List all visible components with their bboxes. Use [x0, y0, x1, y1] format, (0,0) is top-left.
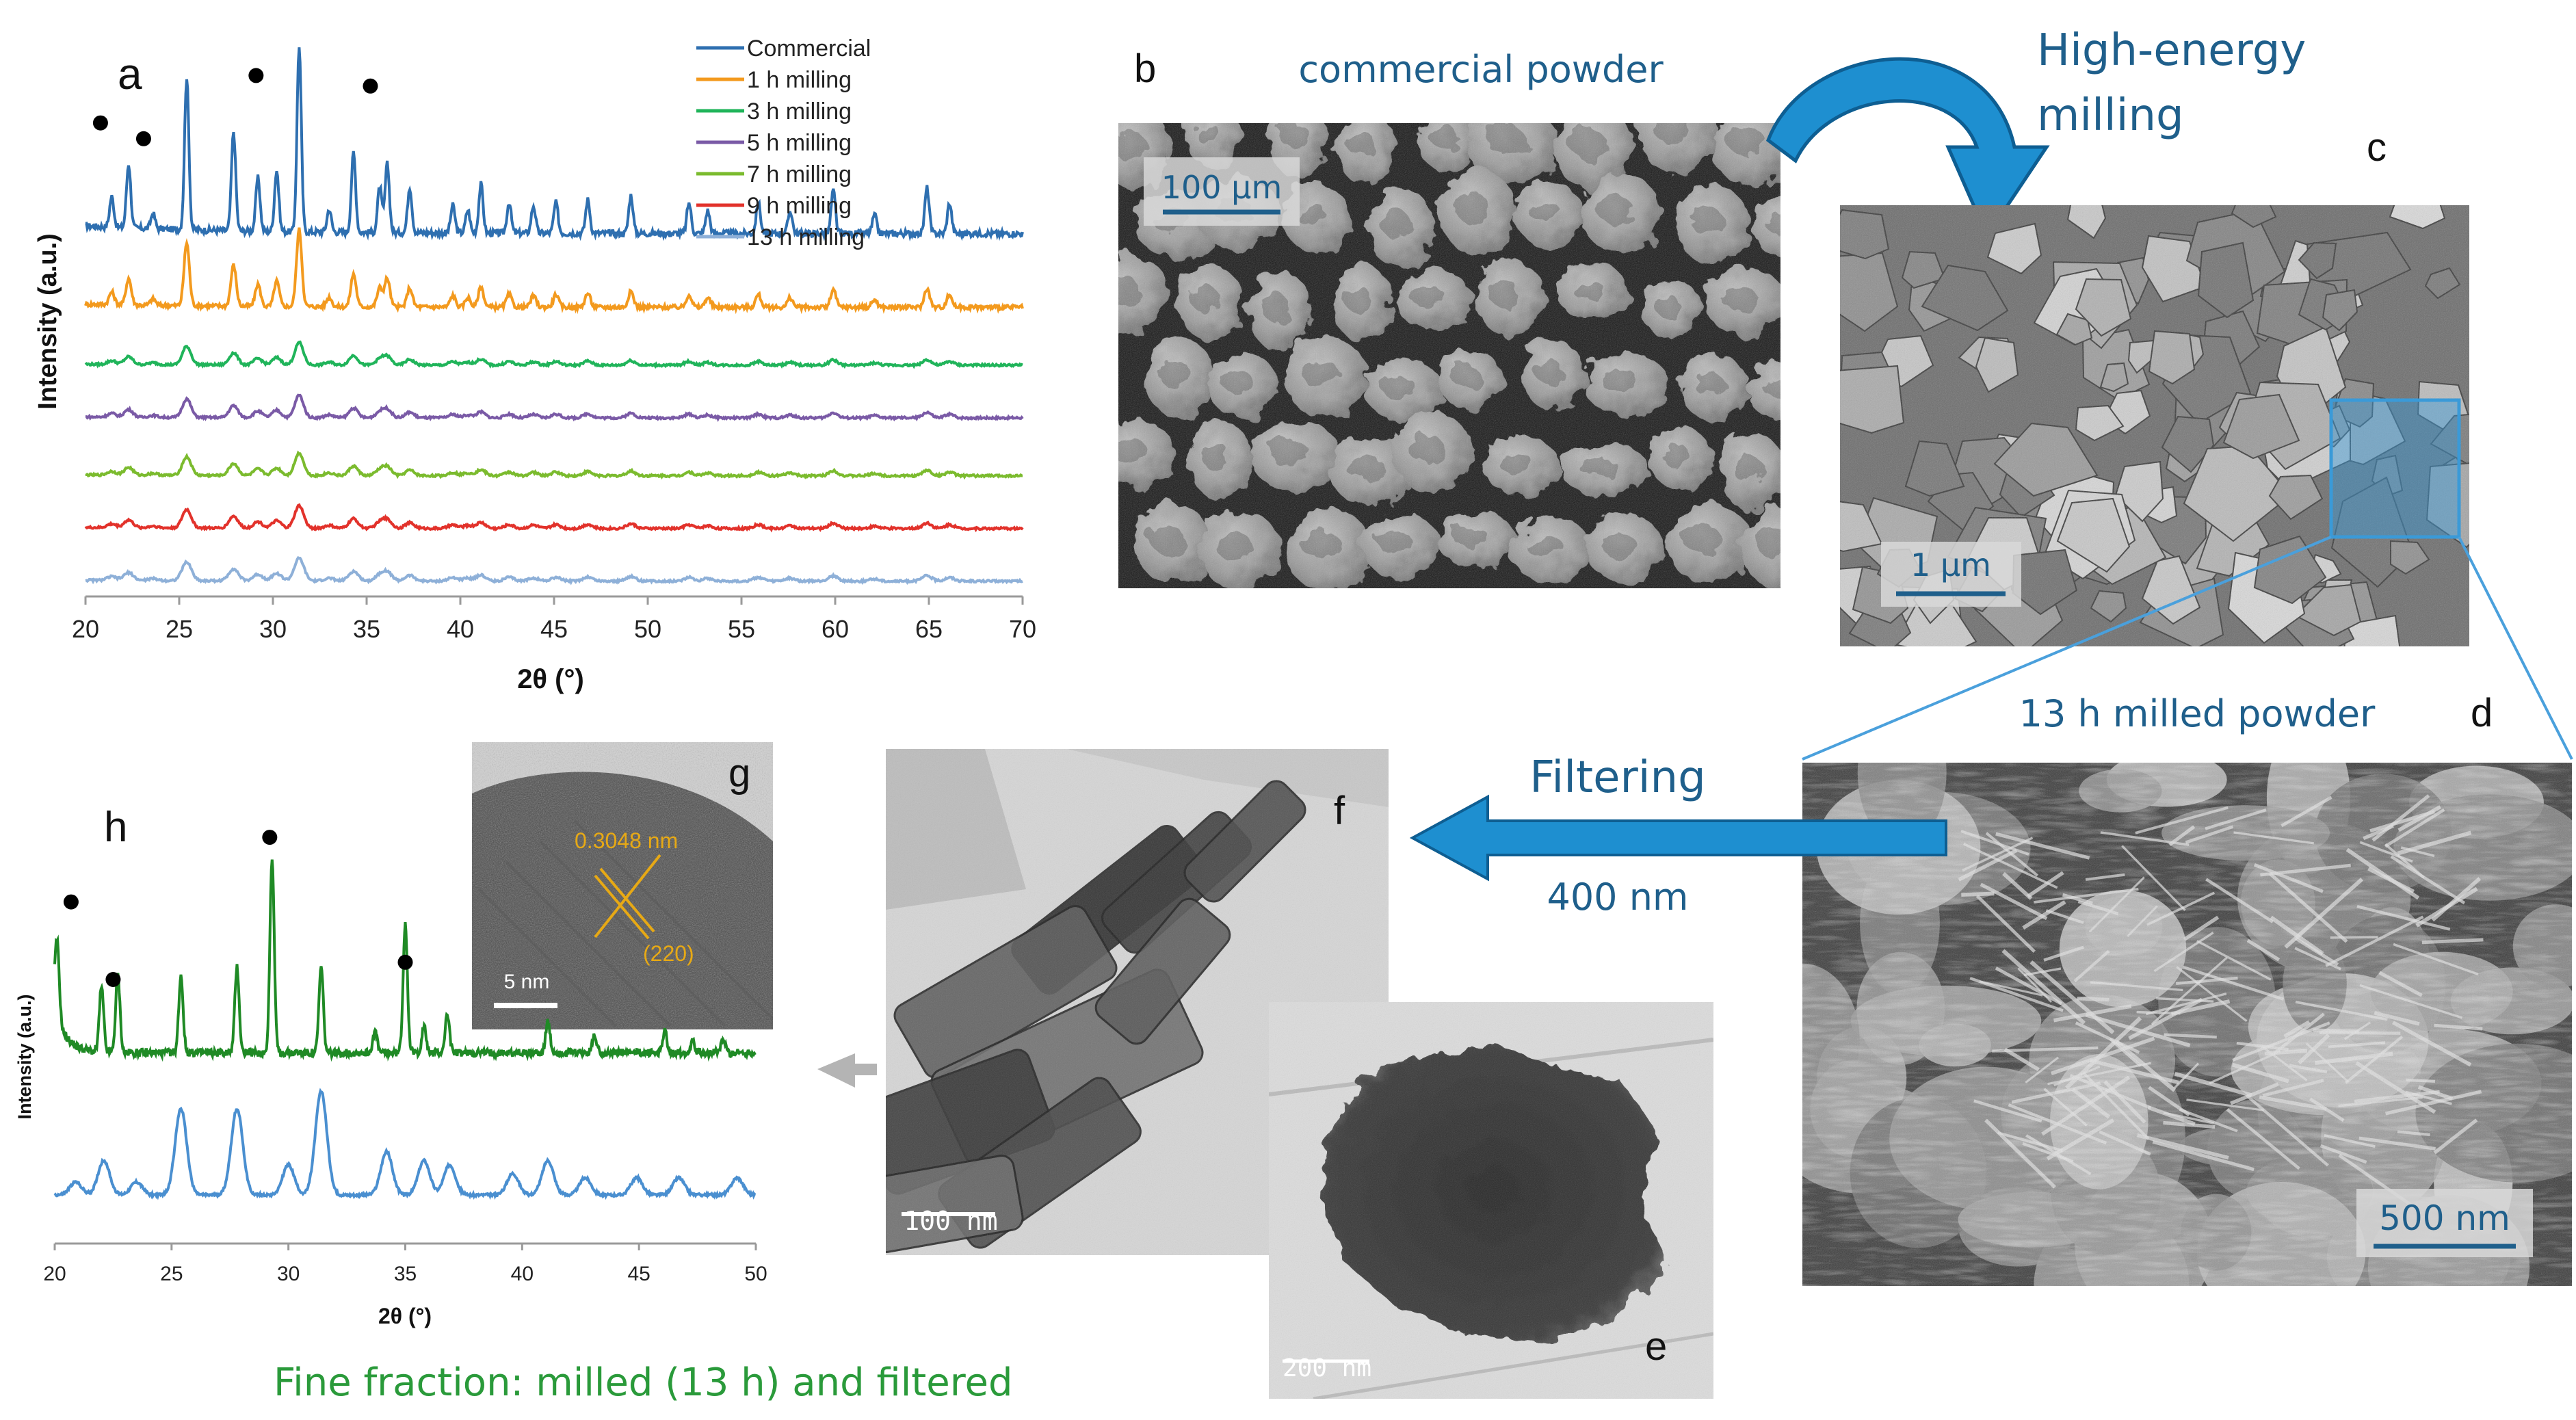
series-line-a — [85, 450, 1023, 480]
series-group-h — [53, 859, 757, 1200]
scale-bar-label-g: 5 nm — [504, 971, 550, 993]
xrd-chart-a: 20 25 30 35 40 45 50 55 60 65 70 2θ (°) Intensity … — [34, 36, 1036, 694]
series-group-a — [84, 47, 1024, 586]
series-line-a — [85, 393, 1024, 423]
caption-filter-size: 400 nm — [1547, 876, 1688, 919]
legend-label: 7 h milling — [747, 161, 852, 187]
marker-dot-a — [135, 131, 151, 146]
marker-dot-h — [105, 972, 121, 987]
legend-label: 3 h milling — [747, 98, 852, 124]
legend-label: 1 h milling — [747, 67, 852, 93]
hrtem-image-g: g 0.3048 nm (220) 5 nm — [472, 742, 773, 1029]
caption-commercial-powder: commercial powder — [1298, 48, 1664, 91]
panel-label-h: h — [104, 804, 127, 851]
series-line-a — [84, 227, 1024, 315]
marker-dot-h — [63, 894, 79, 910]
x-tick-label-h: 50 — [744, 1263, 767, 1285]
x-axis-label-h: 2θ (°) — [378, 1304, 432, 1328]
lattice-line-2 — [599, 867, 655, 933]
series-line-a — [84, 340, 1023, 369]
x-tick-label-a: 50 — [634, 615, 661, 643]
series-line-a — [85, 47, 1024, 241]
lattice-line-1 — [594, 874, 650, 940]
panel-label-c: c — [2367, 125, 2387, 170]
lattice-line-3 — [594, 854, 661, 938]
d-spacing-label: 0.3048 nm — [575, 828, 678, 853]
sem-image-c: 1 µm c — [1840, 125, 2469, 646]
scale-bar-label-e: 200 nm — [1283, 1354, 1371, 1382]
x-tick-label-h: 25 — [160, 1263, 183, 1285]
scale-bar-label-d: 500 nm — [2379, 1198, 2510, 1238]
panel-label-g: g — [728, 751, 750, 796]
marker-dot-a — [363, 78, 378, 94]
caption-filtering: Filtering — [1529, 752, 1705, 803]
grey-arrow — [817, 1053, 877, 1088]
x-tick-label-h: 45 — [627, 1263, 650, 1285]
scale-bar-label-b: 100 µm — [1161, 169, 1283, 206]
x-tick-label-a: 45 — [540, 615, 568, 643]
markers-group-h — [63, 830, 413, 987]
x-tick-label-a: 20 — [72, 615, 99, 643]
markers-group-a — [92, 68, 378, 146]
x-tick-label-a: 35 — [353, 615, 380, 643]
x-tick-label-a: 55 — [728, 615, 755, 643]
panel-label-b: b — [1134, 47, 1156, 91]
x-ticks-h: 20 25 30 35 40 45 50 — [43, 1244, 767, 1285]
sem-image-d: 13 h milled powder d 500 nm — [1802, 691, 2572, 1286]
straight-arrow-body — [1409, 794, 1947, 882]
x-axis-label-a: 2θ (°) — [517, 664, 584, 694]
series-line-h — [53, 859, 757, 1062]
series-line-a — [84, 503, 1024, 533]
series-line-a — [85, 555, 1023, 586]
tem-image-e: e 200 nm — [1269, 1002, 1713, 1399]
milling-arrow: High-energy milling — [1765, 25, 2306, 240]
panel-label-f: f — [1334, 789, 1345, 833]
x-tick-label-h: 35 — [394, 1263, 417, 1285]
series-line-h — [53, 1088, 757, 1200]
legend-label: 9 h milling — [747, 193, 852, 219]
plane-label: (220) — [643, 941, 694, 966]
scale-bar-label-f: 100 nm — [904, 1206, 997, 1236]
marker-dot-h — [262, 830, 278, 845]
zoom-region-box — [2329, 398, 2461, 539]
caption-high-energy-line1: High-energy — [2037, 25, 2306, 76]
xrd-chart-h: 20 25 30 35 40 45 50 2θ (°) Intensity (a.u.) h… — [14, 804, 1013, 1405]
x-tick-label-h: 20 — [43, 1263, 66, 1285]
zoom-line-left — [1802, 536, 2332, 761]
x-tick-label-a: 40 — [447, 615, 474, 643]
curved-arrow-body — [1765, 57, 2050, 240]
zoom-line-right — [2458, 536, 2573, 760]
legend-label: Commercial — [747, 36, 871, 62]
panel-label-d: d — [2471, 691, 2493, 735]
x-tick-label-h: 40 — [511, 1263, 534, 1285]
x-tick-label-a: 25 — [166, 615, 193, 643]
filtering-arrow: Filtering 400 nm — [1409, 752, 1947, 919]
x-tick-label-a: 30 — [259, 615, 287, 643]
caption-milled-powder: 13 h milled powder — [2019, 692, 2376, 735]
sem-image-b: 100 µm b commercial powder — [1118, 47, 1780, 588]
x-ticks-a: 20 25 30 35 40 45 50 55 60 65 70 — [72, 596, 1036, 643]
y-axis-label-a: Intensity (a.u.) — [34, 233, 62, 410]
caption-fine-fraction: Fine fraction: milled (13 h) and filtere… — [274, 1360, 1013, 1405]
x-tick-label-a: 70 — [1009, 615, 1036, 643]
marker-dot-a — [248, 68, 264, 83]
x-tick-label-a: 60 — [822, 615, 849, 643]
legend-a: Commercial 1 h milling 3 h milling 5 h mill… — [696, 36, 871, 250]
marker-dot-h — [397, 954, 413, 970]
marker-dot-a — [92, 115, 108, 131]
panel-label-a: a — [118, 49, 142, 98]
caption-high-energy-line2: milling — [2037, 90, 2184, 141]
y-axis-label-h: Intensity (a.u.) — [14, 994, 35, 1119]
x-tick-label-h: 30 — [277, 1263, 300, 1285]
x-tick-label-a: 65 — [915, 615, 943, 643]
legend-label: 5 h milling — [747, 130, 852, 156]
legend-label: 13 h milling — [747, 224, 865, 250]
panel-label-e: e — [1645, 1324, 1667, 1369]
scale-bar-label-c: 1 µm — [1910, 547, 1991, 583]
